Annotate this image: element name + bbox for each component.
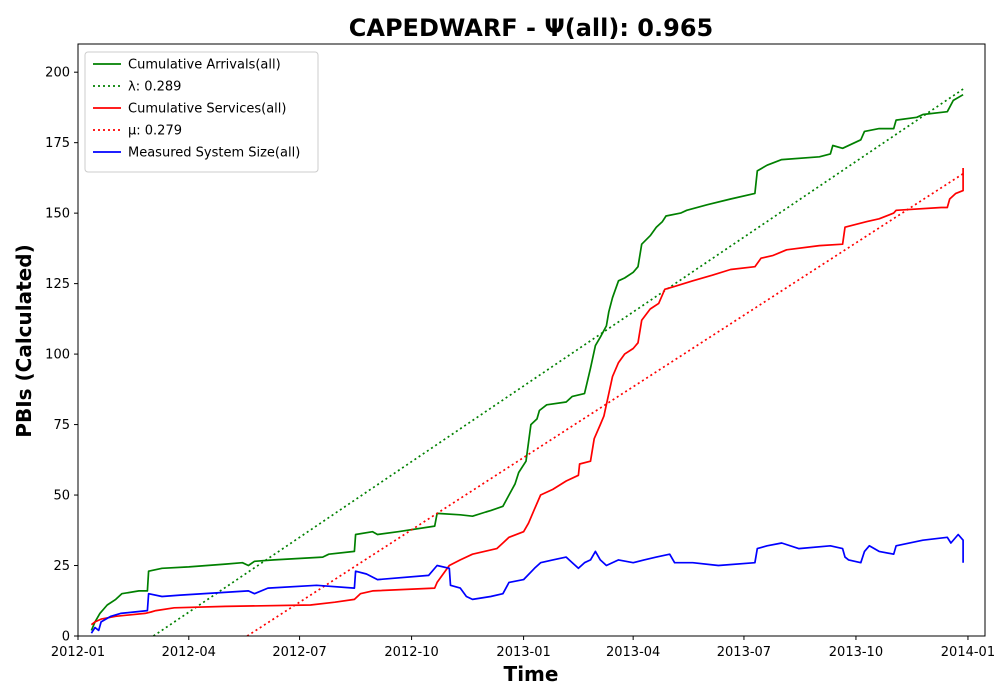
series-line-0 (90, 93, 964, 631)
x-tick-label: 2013-07 (717, 645, 771, 660)
plot-area (90, 88, 964, 636)
legend: Cumulative Arrivals(all) λ: 0.289 Cumulati… (84, 51, 319, 173)
legend-label-1: λ: 0.289 (128, 80, 181, 95)
x-tick-label: 2013-01 (496, 645, 550, 660)
y-tick-label: 0 (62, 630, 70, 645)
legend-box (84, 51, 319, 173)
legend-label-3: μ: 0.279 (128, 124, 182, 139)
y-tick-label: 25 (53, 559, 70, 574)
x-tick-label: 2012-01 (51, 645, 105, 660)
axes: 2012-01 2012-04 2012-07 2012-10 2013-01 2013-… (45, 43, 995, 660)
y-tick-label: 200 (45, 66, 70, 81)
chart-title: CAPEDWARF - Ψ(all): 0.965 (349, 14, 713, 42)
y-tick-label: 100 (45, 348, 70, 363)
y-axis-title: PBIs (Calculated) (12, 244, 36, 437)
legend-label-0: Cumulative Arrivals(all) (128, 58, 281, 73)
x-tick-label: 2014-01 (941, 645, 995, 660)
x-tick-label: 2012-10 (384, 645, 438, 660)
y-tick-label: 75 (53, 418, 70, 433)
x-tick-label: 2012-04 (162, 645, 216, 660)
y-tick-label: 50 (53, 489, 70, 504)
x-tick-label: 2013-04 (606, 645, 660, 660)
series-line-2 (90, 168, 964, 626)
y-tick-label: 125 (45, 277, 70, 292)
y-tick-label: 175 (45, 136, 70, 151)
legend-label-4: Measured System Size(all) (128, 146, 300, 161)
x-axis-title: Time (504, 662, 559, 686)
series-line-3 (246, 172, 964, 636)
series-line-4 (90, 533, 964, 634)
legend-label-2: Cumulative Services(all) (128, 102, 286, 117)
y-tick-label: 150 (45, 207, 70, 222)
plot-frame (77, 43, 986, 637)
x-tick-label: 2012-07 (272, 645, 326, 660)
x-tick-label: 2013-10 (829, 645, 883, 660)
